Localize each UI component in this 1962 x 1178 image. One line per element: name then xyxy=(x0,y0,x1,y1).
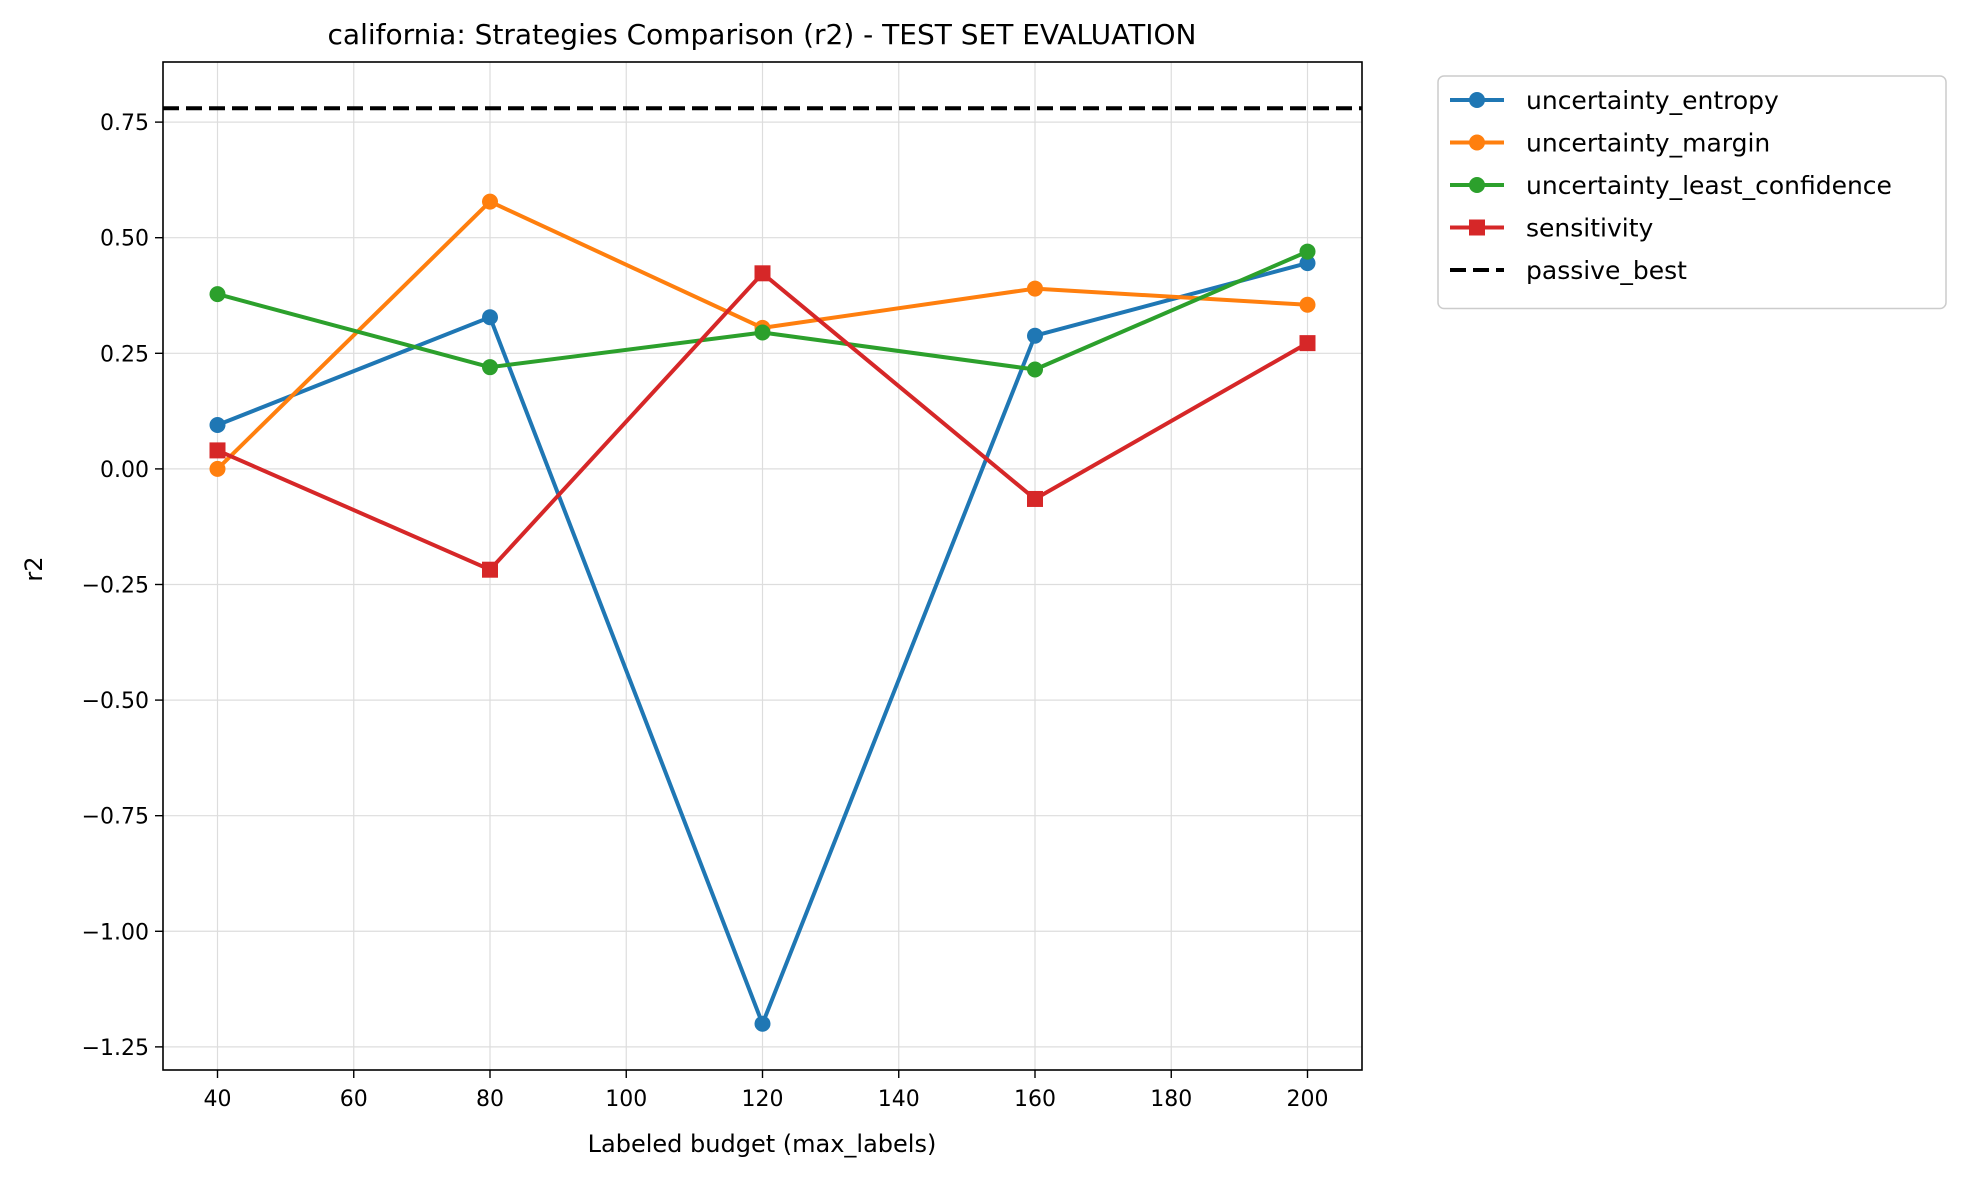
y-tick-label: −0.50 xyxy=(82,689,149,714)
uncertainty-margin-point xyxy=(209,460,226,477)
legend-uncertainty-entropy-marker xyxy=(1469,92,1485,108)
uncertainty-least-confidence-point xyxy=(482,359,498,376)
x-tick-label: 140 xyxy=(878,1087,920,1112)
legend-passive-best-label: passive_best xyxy=(1526,256,1687,285)
x-tick-label: 60 xyxy=(340,1087,368,1112)
legend-uncertainty-margin-label: uncertainty_margin xyxy=(1526,129,1770,158)
legend-uncertainty-entropy-label: uncertainty_entropy xyxy=(1526,86,1779,115)
legend-uncertainty-least-confidence-marker xyxy=(1469,177,1485,193)
sensitivity-point xyxy=(1027,490,1043,507)
sensitivity-point xyxy=(209,442,226,459)
legend-uncertainty-margin-marker xyxy=(1469,134,1485,151)
series-markers xyxy=(209,193,1316,1032)
uncertainty-least-confidence-point xyxy=(209,286,226,303)
x-tick-label: 160 xyxy=(1014,1087,1056,1112)
uncertainty-entropy-point xyxy=(754,1015,771,1032)
uncertainty-entropy-point xyxy=(209,416,226,433)
uncertainty-entropy-point xyxy=(482,309,498,326)
legend-sensitivity-label: sensitivity xyxy=(1526,214,1654,243)
legend-box xyxy=(1437,75,1947,310)
uncertainty-least-confidence-point xyxy=(1299,243,1316,260)
y-axis: −1.25 −1.00 −0.75 −0.50 −0.25 0.00 0.25 0.50 0.7… xyxy=(82,111,163,1061)
y-tick-label: −0.75 xyxy=(82,805,149,830)
x-tick-label: 200 xyxy=(1287,1087,1329,1112)
x-tick-label: 180 xyxy=(1150,1087,1192,1112)
y-tick-label: 0.00 xyxy=(100,458,149,483)
sensitivity-point xyxy=(754,265,771,282)
x-tick-label: 80 xyxy=(476,1087,504,1112)
y-tick-label: 0.75 xyxy=(100,111,149,136)
chart-title: california: Strategies Comparison (r2) -… xyxy=(328,18,1197,51)
uncertainty-margin-point xyxy=(1027,280,1043,297)
uncertainty-least-confidence-point xyxy=(1027,361,1043,378)
legend: uncertainty_entropy uncertainty_marginunc… xyxy=(1437,75,1947,310)
legend-sensitivity-marker xyxy=(1469,219,1485,236)
x-tick-label: 120 xyxy=(742,1087,784,1112)
x-axis: 40 60 80 100 120 140 160 180 200 xyxy=(204,1070,1329,1112)
uncertainty-margin-point xyxy=(1299,296,1316,313)
y-tick-label: −1.00 xyxy=(82,920,149,945)
legend-uncertainty-least-confidence-label: uncertainty_least_confidence xyxy=(1526,171,1892,200)
y-tick-label: 0.50 xyxy=(100,227,149,252)
uncertainty-entropy-point xyxy=(1027,327,1043,344)
grid xyxy=(163,62,1362,1070)
y-axis-label: r2 xyxy=(20,556,48,581)
uncertainty-margin-point xyxy=(482,193,498,210)
x-tick-label: 40 xyxy=(204,1087,232,1112)
uncertainty-least-confidence-point xyxy=(754,324,771,341)
sensitivity-point xyxy=(1299,335,1316,352)
x-tick-label: 100 xyxy=(605,1087,647,1112)
y-tick-label: −1.25 xyxy=(82,1036,149,1061)
y-tick-label: 0.25 xyxy=(100,342,149,367)
x-axis-label: Labeled budget (max_labels) xyxy=(588,1130,937,1158)
sensitivity-point xyxy=(482,561,498,578)
uncertainty-entropy-point xyxy=(1299,255,1316,272)
y-tick-label: −0.25 xyxy=(82,573,149,598)
